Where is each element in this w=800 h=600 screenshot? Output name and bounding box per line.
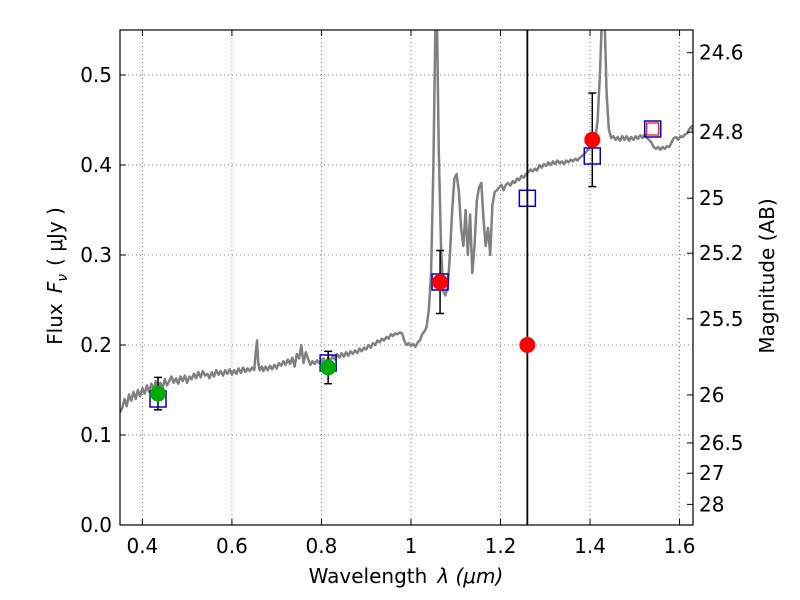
right-tick-label: 25.2 <box>699 241 744 265</box>
green-data-point <box>150 385 167 402</box>
y-tick-label: 0.4 <box>80 153 112 177</box>
right-tick-label: 27 <box>699 461 724 485</box>
red-data-point <box>519 337 536 353</box>
model-square-marker <box>518 189 537 208</box>
x-axis-label-math: λ (μm) <box>436 564 503 588</box>
x-axis-label: Wavelength λ (μm) <box>309 564 504 588</box>
y-axis-label: Flux Fν ( μJy ) <box>43 207 71 345</box>
grid-lines <box>120 30 693 526</box>
y-tick-label: 0.3 <box>80 243 112 267</box>
y-axis-label-sub: ν <box>55 274 71 282</box>
right-tick-label: 26 <box>699 383 724 407</box>
spectrum-line <box>120 30 693 414</box>
y-tick-label: 0.2 <box>80 333 112 357</box>
plot-frame <box>119 29 694 526</box>
right-tick-label: 26.5 <box>699 431 744 455</box>
y-axis-label-text: Flux <box>43 303 67 345</box>
x-tick-label: 1 <box>405 534 418 558</box>
x-tick-label: 1.4 <box>574 534 606 558</box>
y-axis-label-math: F <box>43 281 67 293</box>
x-axis-label-text: Wavelength <box>309 564 428 588</box>
axis-ticks: 0.4 0.6 0.8 1 1.2 1.4 1.6 0.0 0.1 0.2 0.3 0.4 0.5 24.… <box>80 30 744 558</box>
x-tick-label: 1.2 <box>485 534 517 558</box>
model-square-marker <box>583 147 602 165</box>
y-axis-label-unit: ( μJy ) <box>43 207 67 266</box>
x-tick-label: 0.6 <box>216 534 248 558</box>
y-tick-label: 0.0 <box>80 513 112 537</box>
model-square-marker <box>643 120 662 138</box>
y-tick-label: 0.5 <box>80 63 112 87</box>
x-tick-label: 1.6 <box>664 534 696 558</box>
red-data-point <box>432 274 449 290</box>
green-data-point <box>320 359 337 376</box>
y-tick-label: 0.1 <box>80 423 112 447</box>
right-tick-label: 25 <box>699 186 724 210</box>
right-tick-label: 25.5 <box>699 307 744 331</box>
right-tick-label: 24.6 <box>699 41 744 65</box>
right-tick-label: 24.8 <box>699 120 744 144</box>
red-data-point <box>584 131 601 148</box>
right-tick-label: 28 <box>699 492 724 516</box>
right-axis-label: Magnitude (AB) <box>755 198 779 353</box>
data-area <box>120 30 693 525</box>
x-tick-label: 0.4 <box>126 534 158 558</box>
model-square-inner-marker <box>646 122 660 136</box>
x-tick-label: 0.8 <box>306 534 338 558</box>
